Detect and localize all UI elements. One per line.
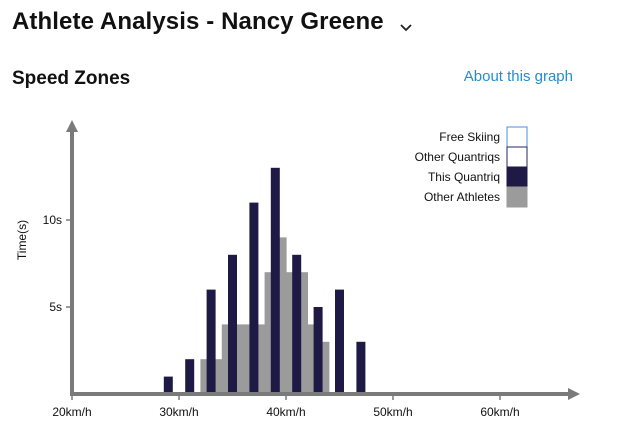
other-athletes-bar: [243, 324, 255, 394]
this-quantriq-bar: [335, 289, 344, 394]
x-axis-arrow-icon: [568, 388, 580, 400]
this-quantriq-bars-group: [163, 167, 366, 394]
legend-swatch: [506, 126, 528, 148]
y-axis-arrow-icon: [66, 120, 78, 132]
ticks-group: 20km/h 30km/h 40km/h 50km/h 60km/h 5s 10s: [43, 213, 520, 419]
other-athletes-bar: [275, 237, 287, 394]
legend-swatch: [506, 146, 528, 168]
chevron-down-icon[interactable]: [398, 14, 414, 32]
this-quantriq-bar: [249, 202, 259, 394]
section-title: Speed Zones: [12, 68, 131, 89]
x-tick-label: 20km/h: [52, 405, 91, 419]
this-quantriq-bar: [206, 289, 216, 394]
other-athletes-bar: [253, 324, 266, 394]
x-tick-label: 40km/h: [266, 405, 305, 419]
legend-label: This Quantriq: [428, 170, 500, 184]
legend-label: Other Quantriqs: [415, 150, 500, 164]
legend-swatch: [506, 166, 528, 188]
other-athletes-area-group: [200, 237, 330, 394]
legend-label: Other Athletes: [424, 190, 500, 204]
y-axis-title: Time(s): [15, 220, 29, 260]
this-quantriq-bar: [270, 167, 280, 394]
other-athletes-bar: [307, 324, 319, 394]
this-quantriq-bar: [228, 254, 237, 394]
about-graph-link[interactable]: About this graph: [463, 68, 573, 85]
y-tick-label: 5s: [49, 300, 62, 314]
this-quantriq-bar: [313, 307, 323, 394]
axes-group: [66, 120, 580, 400]
other-athletes-bar: [221, 324, 234, 394]
this-quantriq-bar: [185, 359, 195, 394]
x-tick-label: 30km/h: [159, 405, 198, 419]
this-quantriq-bar: [356, 341, 366, 394]
legend-label: Free Skiing: [439, 130, 500, 144]
legend: Free Skiing Other Quantriqs This Quantriq O…: [415, 126, 528, 208]
other-athletes-bar: [211, 359, 223, 394]
this-quantriq-bar: [292, 254, 302, 394]
other-athletes-bar: [232, 324, 244, 394]
other-athletes-bar: [296, 272, 308, 394]
other-athletes-bar: [318, 341, 330, 394]
other-athletes-bar: [264, 272, 276, 394]
this-quantriq-bar: [163, 376, 173, 394]
page-title-text: Athlete Analysis - Nancy Greene: [12, 8, 384, 35]
y-tick-label: 10s: [43, 213, 62, 227]
other-athletes-bar: [200, 359, 212, 394]
x-tick-label: 50km/h: [373, 405, 412, 419]
x-tick-label: 60km/h: [480, 405, 519, 419]
page-title: Athlete Analysis - Nancy Greene: [12, 8, 414, 36]
other-athletes-bar: [286, 272, 298, 394]
legend-swatch: [506, 186, 528, 208]
